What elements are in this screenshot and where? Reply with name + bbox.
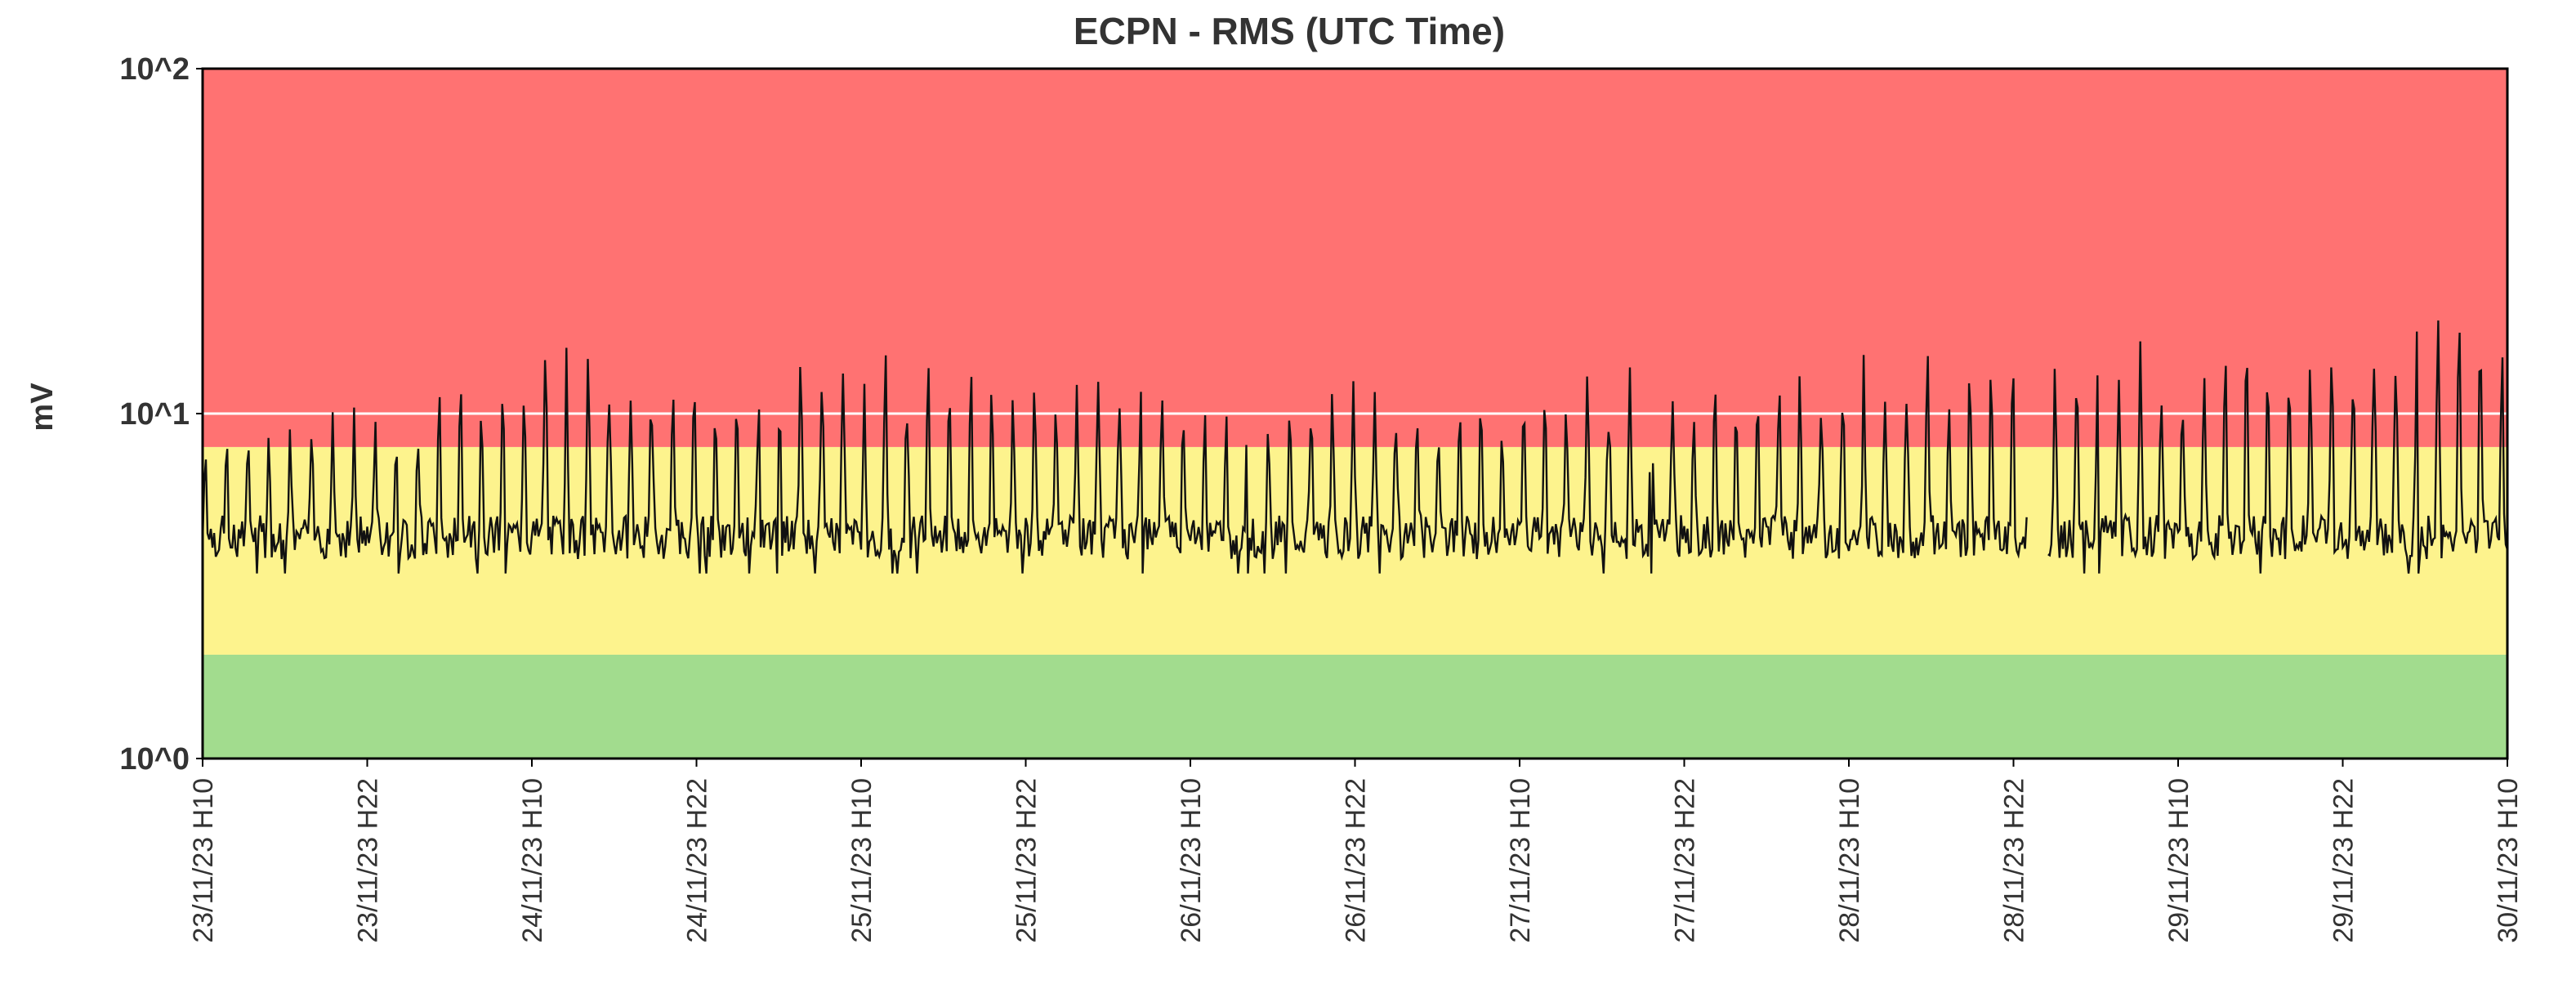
- x-tick-label-5: 25/11/23 H22: [1011, 778, 1042, 943]
- y-axis-label: mV: [25, 383, 60, 432]
- x-tick-label-6: 26/11/23 H10: [1176, 778, 1207, 943]
- x-tick-label-8: 27/11/23 H10: [1505, 778, 1536, 943]
- series-line-segment-1: [2047, 320, 2509, 574]
- y-axis-ticks: 10^0 10^1 10^2: [119, 52, 203, 777]
- band-0: [203, 654, 2507, 759]
- y-tick-label-1: 10^1: [119, 397, 190, 432]
- series-group: [201, 320, 2509, 574]
- x-axis-ticks: 23/11/23 H10 23/11/23 H22 24/11/23 H10 24/1…: [188, 759, 2524, 943]
- x-tick-label-7: 26/11/23 H22: [1341, 778, 1372, 943]
- x-tick-label-14: 30/11/23 H10: [2493, 778, 2524, 943]
- y-tick-label-2: 10^2: [119, 52, 190, 87]
- x-tick-label-10: 28/11/23 H10: [1834, 778, 1865, 943]
- y-tick-label-0: 10^0: [119, 742, 190, 777]
- series-line-segment-0: [201, 347, 2028, 574]
- x-tick-label-9: 27/11/23 H22: [1670, 778, 1701, 943]
- band-2: [203, 69, 2507, 447]
- x-tick-label-4: 25/11/23 H10: [846, 778, 877, 943]
- chart-title: ECPN - RMS (UTC Time): [1074, 10, 1505, 52]
- x-tick-label-13: 29/11/23 H22: [2328, 778, 2359, 943]
- x-tick-label-0: 23/11/23 H10: [188, 778, 219, 943]
- x-tick-label-1: 23/11/23 H22: [353, 778, 384, 943]
- x-tick-label-3: 24/11/23 H22: [682, 778, 713, 943]
- x-tick-label-12: 29/11/23 H10: [2163, 778, 2194, 943]
- x-tick-label-11: 28/11/23 H22: [1999, 778, 2030, 943]
- x-tick-label-2: 24/11/23 H10: [517, 778, 548, 943]
